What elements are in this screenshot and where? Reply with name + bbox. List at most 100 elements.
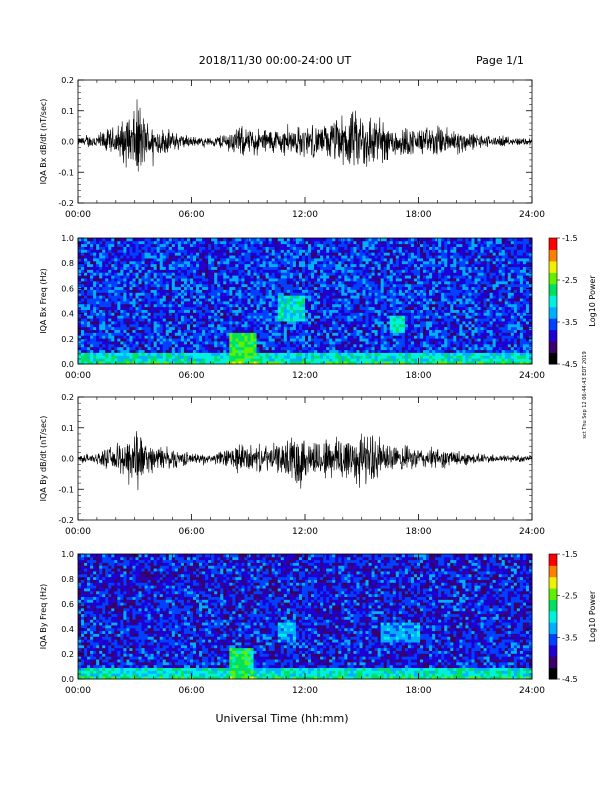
- spectrogram-cell: [183, 352, 188, 356]
- spectrogram-cell: [87, 266, 91, 270]
- spectrogram-cell: [365, 252, 369, 256]
- spectrogram-cell: [332, 315, 336, 319]
- spectrogram-cell: [311, 309, 315, 313]
- spectrogram-cell: [126, 321, 130, 325]
- spectrogram-cell: [244, 321, 248, 325]
- spectrogram-cell: [180, 312, 185, 316]
- spectrogram-cell: [298, 258, 303, 262]
- spectrogram-cell: [186, 352, 191, 356]
- spectrogram-cell: [283, 332, 288, 336]
- spectrogram-cell: [274, 349, 279, 353]
- spectrogram-cell: [362, 335, 366, 339]
- spectrogram-cell: [283, 343, 288, 348]
- spectrogram-cell: [99, 252, 103, 256]
- spectrogram-cell: [180, 361, 185, 365]
- spectrogram-cell: [347, 283, 351, 288]
- spectrogram-cell: [377, 338, 382, 342]
- spectrogram-cell: [338, 283, 342, 288]
- spectrogram-cell: [193, 272, 197, 276]
- spectrogram-cell: [81, 361, 85, 365]
- spectrogram-cell: [186, 309, 191, 313]
- spectrogram-cell: [126, 343, 130, 348]
- spectrogram-cell: [81, 343, 85, 348]
- spectrogram-cell: [105, 338, 109, 342]
- spectrogram-cell: [99, 346, 103, 351]
- spectrogram-cell: [305, 252, 309, 256]
- spectrogram-cell: [199, 275, 203, 279]
- spectrogram-cell: [311, 275, 315, 279]
- spectrogram-cell: [356, 341, 360, 345]
- spectrogram-cell: [280, 238, 285, 242]
- spectrogram-cell: [274, 278, 279, 282]
- spectrogram-cell: [123, 303, 127, 308]
- spectrogram-cell: [256, 346, 260, 351]
- spectrogram-cell: [323, 338, 327, 342]
- spectrogram-cell: [401, 278, 406, 282]
- spectrogram-cell: [247, 332, 251, 336]
- spectrogram-cell: [108, 258, 112, 262]
- spectrogram-cell: [168, 301, 173, 305]
- spectrogram-cell: [132, 240, 136, 245]
- spectrogram-cell: [407, 278, 412, 282]
- spectrogram-cell: [93, 332, 97, 336]
- spectrogram-cell: [283, 283, 288, 288]
- spectrogram-cell: [96, 355, 100, 359]
- spectrogram-cell: [132, 332, 136, 336]
- spectrogram-cell: [256, 326, 260, 331]
- spectrogram-cell: [386, 332, 391, 336]
- spectrogram-cell: [93, 303, 97, 308]
- spectrogram-cell: [162, 321, 167, 325]
- spectrogram-cell: [159, 272, 164, 276]
- spectrogram-cell: [141, 266, 145, 270]
- spectrogram-cell: [317, 321, 321, 325]
- spectrogram-cell: [235, 298, 239, 302]
- spectrogram-cell: [377, 323, 382, 328]
- spectrogram-cell: [229, 315, 233, 319]
- spectrogram-cell: [256, 358, 260, 362]
- spectrogram-cell: [138, 323, 142, 328]
- spectrogram-cell: [150, 298, 155, 302]
- spectrogram-cell: [298, 329, 303, 333]
- spectrogram-cell: [141, 323, 145, 328]
- spectrogram-cell: [199, 280, 203, 285]
- spectrogram-cell: [214, 292, 218, 296]
- spectrogram-cell: [356, 295, 360, 299]
- spectrogram-cell: [199, 246, 203, 250]
- spectrogram-cell: [332, 332, 336, 336]
- spectrogram-cell: [368, 286, 372, 290]
- spectrogram-cell: [292, 335, 297, 339]
- spectrogram-cell: [338, 240, 342, 245]
- spectrogram-cell: [102, 358, 106, 362]
- spectrogram-cell: [208, 303, 212, 308]
- spectrogram-cell: [138, 343, 142, 348]
- spectrogram-cell: [332, 263, 336, 268]
- spectrogram-cell: [220, 246, 224, 250]
- spectrogram-cell: [401, 355, 406, 359]
- spectrogram-cell: [280, 266, 285, 270]
- spectrogram-cell: [183, 315, 188, 319]
- spectrogram-cell: [226, 295, 230, 299]
- spectrogram-cell: [84, 249, 88, 253]
- spectrogram-cell: [186, 332, 191, 336]
- spectrogram-cell: [241, 346, 245, 351]
- spectrogram-cell: [99, 255, 103, 259]
- spectrogram-cell: [344, 349, 348, 353]
- spectrogram-cell: [78, 329, 82, 333]
- spectrogram-cell: [308, 252, 312, 256]
- spectrogram-cell: [132, 338, 136, 342]
- spectrogram-cell: [295, 343, 300, 348]
- spectrogram-cell: [229, 335, 233, 339]
- spectrogram-cell: [159, 346, 164, 351]
- spectrogram-cell: [380, 260, 385, 265]
- spectrogram-cell: [377, 303, 382, 308]
- spectrogram-cell: [183, 292, 188, 296]
- spectrogram-cell: [156, 303, 161, 308]
- spectrogram-cell: [108, 355, 112, 359]
- spectrogram-cell: [211, 269, 215, 273]
- spectrogram-cell: [205, 283, 209, 288]
- spectrogram-cell: [410, 329, 415, 333]
- spectrogram-cell: [377, 306, 382, 310]
- spectrogram-cell: [280, 355, 285, 359]
- spectrogram-cell: [229, 306, 233, 310]
- spectrogram-cell: [235, 266, 239, 270]
